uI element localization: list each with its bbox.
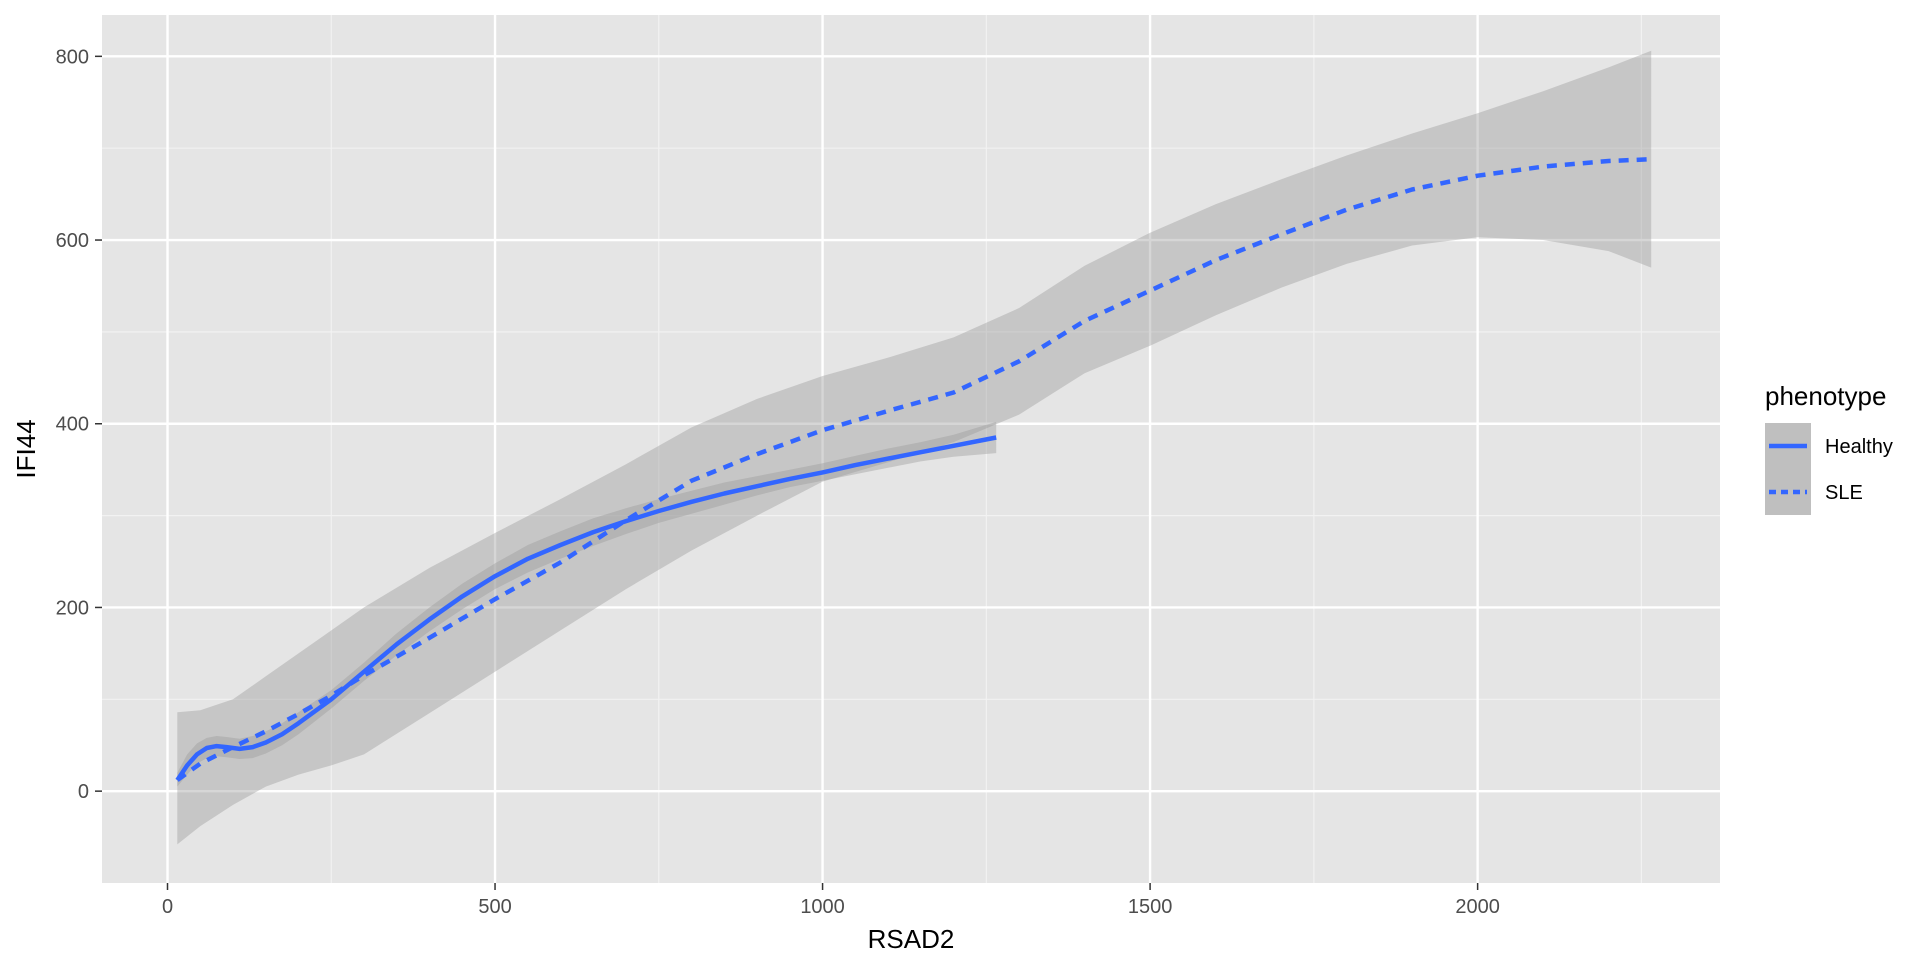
y-tick-label: 800 <box>56 46 89 68</box>
axis-ticks <box>95 55 1479 890</box>
minor-gridlines <box>102 15 1720 883</box>
legend-title: phenotype <box>1765 381 1886 411</box>
legend-keys: Healthy SLE <box>1765 423 1893 515</box>
series-line-sle <box>175 156 1652 782</box>
confidence-band-sle <box>177 50 1652 845</box>
major-gridlines <box>102 15 1720 883</box>
x-tick-label: 1000 <box>800 896 845 918</box>
series-lines <box>175 156 1652 782</box>
x-tick-labels: 0 500 1000 1500 2000 <box>162 896 1500 918</box>
x-axis-title: RSAD2 <box>868 924 955 954</box>
y-tick-label: 0 <box>78 781 89 803</box>
y-axis-title: IFI44 <box>11 419 41 478</box>
panel-background <box>102 15 1720 883</box>
y-tick-label: 400 <box>56 414 89 436</box>
y-tick-label: 600 <box>56 230 89 252</box>
series-line-healthy <box>175 435 997 782</box>
y-tick-labels: 0 200 400 600 800 <box>56 46 89 803</box>
x-tick-label: 0 <box>162 896 173 918</box>
x-tick-label: 1500 <box>1128 896 1173 918</box>
y-tick-label: 200 <box>56 597 89 619</box>
confidence-band-healthy <box>177 421 997 787</box>
confidence-ribbons <box>177 50 1652 845</box>
legend-label-healthy: Healthy <box>1825 436 1893 458</box>
legend: phenotype Healthy SLE <box>1765 381 1893 515</box>
x-tick-label: 500 <box>478 896 511 918</box>
x-tick-label: 2000 <box>1455 896 1500 918</box>
legend-label-sle: SLE <box>1825 482 1863 504</box>
